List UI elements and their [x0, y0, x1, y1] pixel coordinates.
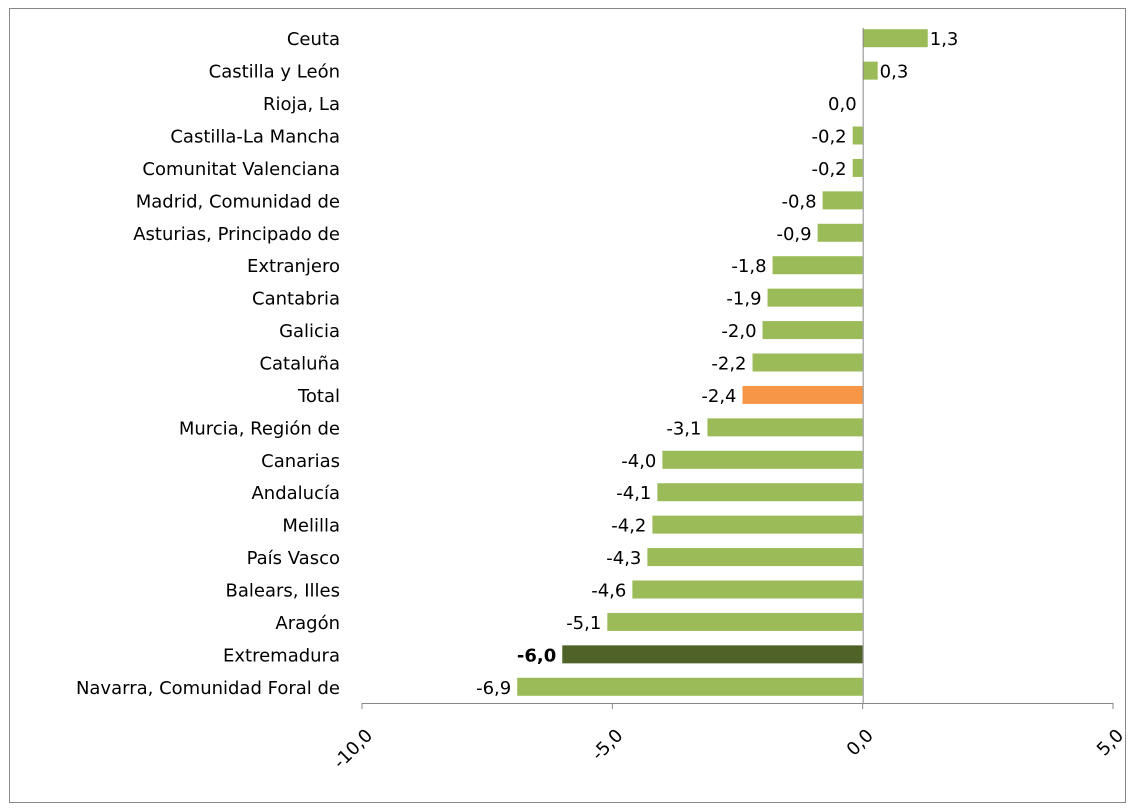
value-label: -2,2 — [711, 354, 746, 375]
value-label: -4,0 — [621, 451, 656, 472]
y-tick-label: Castilla y León — [209, 62, 340, 83]
y-tick-label: Total — [297, 386, 340, 407]
bar — [772, 256, 863, 275]
y-tick-label: Canarias — [261, 451, 340, 472]
bar — [562, 645, 863, 664]
value-label: -2,4 — [701, 386, 736, 407]
bar — [657, 483, 863, 502]
value-label: -2,0 — [721, 321, 756, 342]
value-label: 0,3 — [880, 62, 909, 83]
bar — [762, 321, 863, 340]
y-tick-label: Extremadura — [223, 645, 340, 666]
y-tick-label: Asturias, Principado de — [133, 224, 340, 245]
bar — [607, 612, 863, 631]
y-tick-label: Comunitat Valenciana — [142, 159, 340, 180]
value-label: -0,8 — [781, 191, 816, 212]
bar — [852, 158, 863, 177]
y-tick-label: Cataluña — [259, 354, 340, 375]
y-tick-label: Melilla — [282, 516, 340, 537]
bar — [817, 223, 863, 242]
value-label: -1,8 — [731, 256, 766, 277]
y-tick-label: Castilla-La Mancha — [170, 127, 340, 148]
bar — [647, 548, 863, 567]
value-label: 1,3 — [930, 29, 959, 50]
value-label: -3,1 — [666, 418, 701, 439]
chart-border — [9, 8, 1126, 803]
value-label: -4,3 — [606, 548, 641, 569]
bar — [742, 385, 863, 404]
value-label: -4,2 — [611, 516, 646, 537]
value-label: -0,2 — [812, 127, 847, 148]
bar — [862, 29, 928, 48]
y-tick-label: Balears, Illes — [226, 581, 340, 602]
value-label: -4,6 — [591, 581, 626, 602]
value-label: -6,9 — [476, 678, 511, 699]
bar — [707, 418, 863, 437]
bar — [662, 450, 863, 469]
y-tick-label: Navarra, Comunidad Foral de — [76, 678, 340, 699]
y-tick-label: Ceuta — [287, 29, 340, 50]
y-tick-label: Extranjero — [247, 256, 340, 277]
y-tick-label: Madrid, Comunidad de — [136, 191, 340, 212]
bar — [862, 61, 878, 80]
value-label: -6,0 — [517, 645, 556, 666]
value-label: -4,1 — [616, 483, 651, 504]
y-tick-label: País Vasco — [247, 548, 340, 569]
y-tick-label: Murcia, Región de — [179, 418, 340, 439]
y-tick-label: Rioja, La — [263, 94, 340, 115]
y-tick-label: Cantabria — [252, 289, 340, 310]
bar — [652, 515, 863, 534]
value-label: -0,9 — [776, 224, 811, 245]
value-label: -5,1 — [566, 613, 601, 634]
bar — [822, 191, 863, 210]
y-tick-label: Galicia — [279, 321, 340, 342]
bar — [852, 126, 863, 145]
y-tick-label: Aragón — [275, 613, 340, 634]
bar — [632, 580, 863, 599]
value-label: -1,9 — [726, 289, 761, 310]
y-tick-label: Andalucía — [251, 483, 340, 504]
bar — [752, 353, 863, 372]
value-label: -0,2 — [812, 159, 847, 180]
bar — [767, 288, 863, 307]
value-label: 0,0 — [828, 94, 857, 115]
bar — [517, 677, 863, 696]
